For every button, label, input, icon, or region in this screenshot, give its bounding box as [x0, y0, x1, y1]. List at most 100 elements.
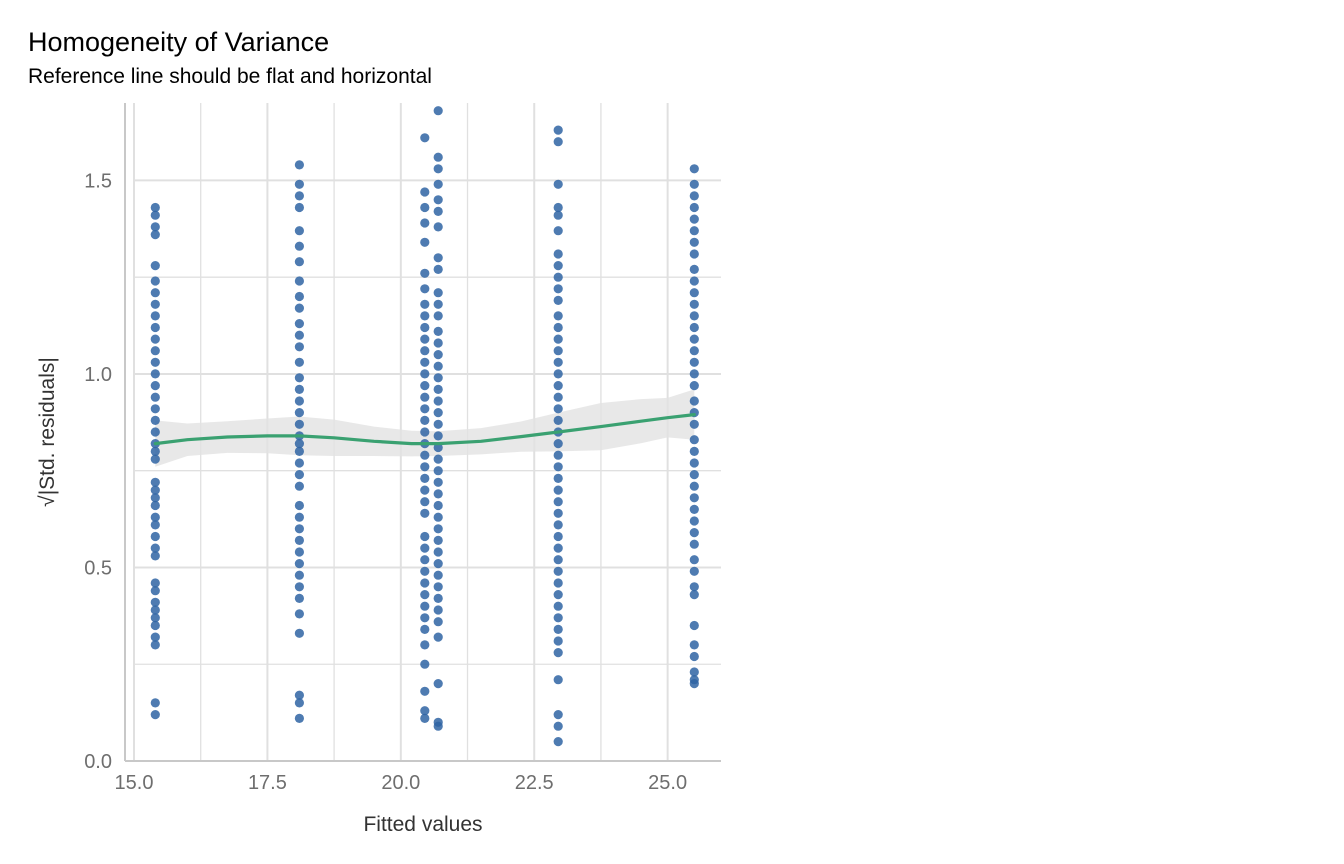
data-point: [420, 640, 430, 650]
data-point: [294, 713, 304, 724]
data-point: [294, 690, 304, 700]
data-point: [553, 590, 563, 600]
data-point: [150, 346, 160, 356]
data-point: [294, 570, 304, 580]
data-point: [420, 601, 430, 611]
data-point: [689, 458, 699, 468]
data-point: [689, 299, 699, 309]
data-point: [294, 330, 304, 340]
x-tick-label: 20.0: [381, 772, 420, 794]
data-point: [433, 152, 443, 162]
data-point: [689, 346, 699, 356]
data-point: [433, 431, 443, 441]
data-point: [553, 272, 563, 282]
data-point: [689, 357, 699, 367]
data-point: [689, 667, 699, 677]
data-point: [294, 481, 304, 491]
data-point: [433, 500, 443, 511]
data-point: [294, 593, 304, 604]
data-point: [294, 160, 304, 170]
data-point: [433, 632, 443, 642]
data-point: [150, 334, 160, 344]
data-point: [150, 493, 160, 503]
data-point: [150, 261, 160, 271]
data-point: [689, 582, 699, 592]
data-point: [553, 675, 563, 685]
data-point: [689, 651, 699, 662]
data-point: [294, 458, 304, 468]
data-point: [689, 539, 699, 549]
data-point: [433, 288, 443, 298]
data-point: [553, 404, 563, 414]
data-point: [689, 214, 699, 224]
x-axis-label: Fitted values: [363, 813, 482, 836]
data-point: [294, 303, 304, 313]
data-point: [433, 206, 443, 216]
data-point: [689, 164, 699, 174]
data-point: [689, 528, 699, 538]
data-point: [294, 439, 304, 449]
data-point: [150, 454, 160, 464]
data-point: [294, 342, 304, 352]
data-point: [689, 334, 699, 344]
data-point: [553, 322, 563, 333]
data-point: [294, 202, 304, 213]
data-point: [294, 396, 304, 406]
x-tick-label: 17.5: [248, 772, 287, 794]
data-point: [420, 706, 430, 716]
data-point: [553, 531, 563, 542]
data-point: [150, 404, 160, 414]
data-point: [294, 179, 304, 189]
data-point: [689, 679, 699, 689]
data-point: [420, 613, 430, 623]
data-point: [553, 334, 563, 344]
data-point: [420, 357, 430, 367]
y-axis-label: √|Std. residuals|: [36, 357, 59, 507]
data-point: [294, 291, 304, 302]
data-point: [420, 566, 430, 576]
data-point: [553, 439, 563, 449]
data-point: [689, 419, 699, 429]
data-point: [553, 613, 563, 623]
data-point: [553, 721, 563, 731]
data-point: [150, 322, 160, 333]
data-point: [433, 195, 443, 205]
data-point: [150, 446, 160, 456]
data-point: [689, 226, 699, 236]
data-point: [553, 261, 563, 271]
data-point: [553, 284, 563, 294]
chart-title: Homogeneity of Variance: [28, 27, 329, 57]
data-point: [420, 543, 430, 553]
data-point: [553, 357, 563, 367]
data-point: [553, 648, 563, 658]
data-point: [294, 535, 304, 546]
data-point: [420, 392, 430, 402]
data-point: [294, 500, 304, 511]
data-point: [150, 710, 160, 720]
data-point: [553, 450, 563, 460]
data-point: [433, 617, 443, 627]
data-point: [420, 133, 430, 143]
data-point: [420, 322, 430, 333]
data-point: [689, 202, 699, 213]
data-point: [150, 698, 160, 708]
data-point: [294, 373, 304, 383]
data-point: [150, 477, 160, 487]
data-point: [420, 404, 430, 414]
data-point: [420, 659, 430, 669]
data-point: [150, 369, 160, 379]
data-point: [150, 531, 160, 542]
data-point: [294, 470, 304, 480]
data-point: [294, 446, 304, 456]
data-point: [294, 419, 304, 429]
data-point: [433, 559, 443, 569]
data-point: [433, 373, 443, 383]
data-point: [433, 222, 443, 232]
data-point: [553, 578, 563, 588]
data-point: [553, 346, 563, 356]
data-point: [294, 357, 304, 367]
data-point: [433, 535, 443, 546]
data-point: [433, 466, 443, 476]
data-point: [553, 210, 563, 220]
data-point: [433, 721, 443, 731]
